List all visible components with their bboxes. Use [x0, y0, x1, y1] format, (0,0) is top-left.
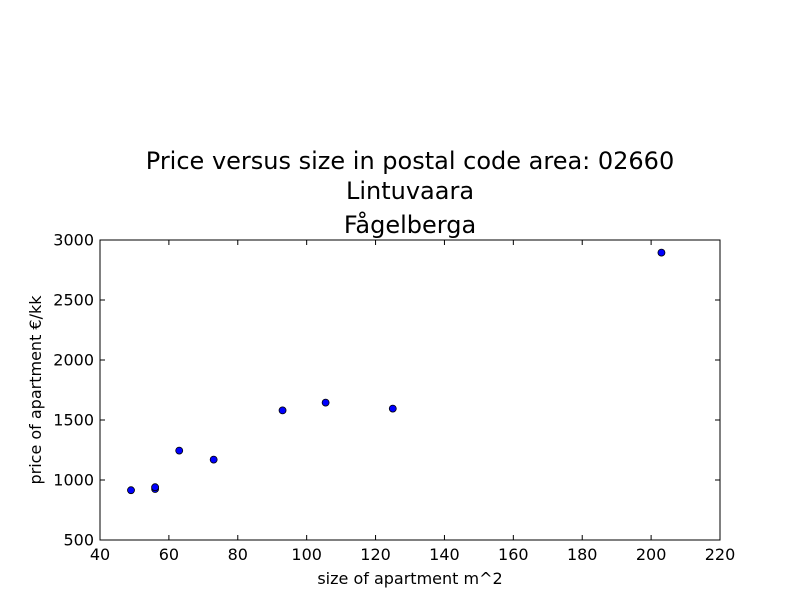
x-tick-label: 100 [291, 545, 322, 564]
x-tick-label: 60 [159, 545, 179, 564]
data-point [151, 483, 160, 492]
x-axis-ticks: 40 60 80 100 120 140 160 180 200 220 [90, 240, 735, 564]
title-line-2: Lintuvaara [346, 177, 474, 205]
y-tick-label: 2000 [53, 351, 94, 370]
data-point [209, 455, 218, 464]
y-tick-label: 3000 [53, 231, 94, 250]
data-point [388, 404, 397, 413]
y-tick-label: 2500 [53, 291, 94, 310]
x-tick-label: 120 [360, 545, 391, 564]
data-point [127, 486, 135, 495]
y-axis-label: price of apartment €/kk [26, 295, 45, 485]
x-tick-label: 80 [228, 545, 248, 564]
y-tick-label: 500 [63, 531, 94, 550]
data-point [175, 446, 184, 455]
chart-title: Price versus size in postal code area: 0… [146, 147, 674, 239]
x-tick-label: 220 [705, 545, 736, 564]
plot-area-frame [99, 239, 721, 541]
y-tick-label: 1500 [53, 411, 94, 430]
data-point [278, 406, 287, 415]
data-point [657, 248, 666, 257]
x-tick-label: 200 [636, 545, 667, 564]
y-tick-label: 1000 [53, 471, 94, 490]
title-line-1: Price versus size in postal code area: 0… [146, 147, 674, 175]
title-line-3: Fågelberga [344, 210, 476, 239]
x-tick-label: 160 [498, 545, 529, 564]
x-tick-label: 40 [90, 545, 110, 564]
x-tick-label: 180 [567, 545, 598, 564]
x-axis-label: size of apartment m^2 [317, 569, 502, 588]
data-points [127, 248, 666, 495]
y-axis-ticks: 500 1000 1500 2000 2500 3000 [53, 231, 720, 550]
data-point [321, 398, 330, 407]
x-tick-label: 140 [429, 545, 460, 564]
